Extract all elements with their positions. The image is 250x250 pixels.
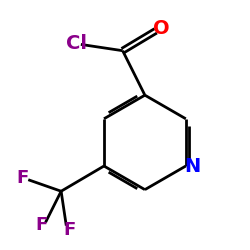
Text: N: N bbox=[185, 156, 201, 176]
Text: Cl: Cl bbox=[66, 34, 87, 53]
Text: F: F bbox=[63, 221, 76, 239]
Text: F: F bbox=[35, 216, 47, 234]
Text: F: F bbox=[17, 170, 29, 188]
Text: O: O bbox=[153, 20, 170, 38]
